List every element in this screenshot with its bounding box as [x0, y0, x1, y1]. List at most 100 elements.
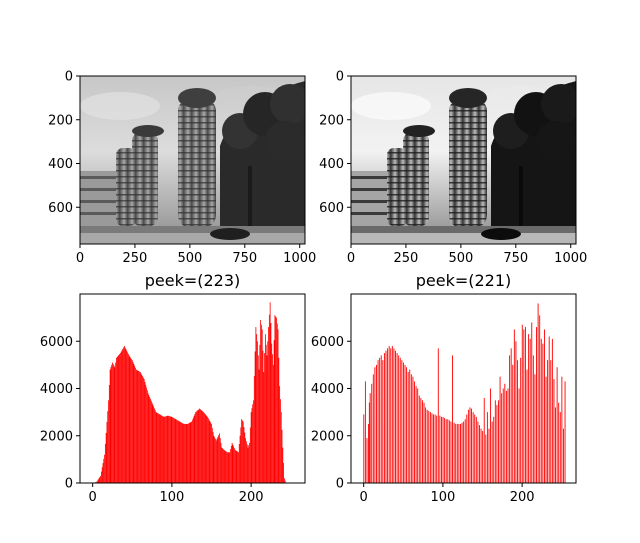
histogram-bar	[223, 449, 224, 483]
histogram-bar	[169, 416, 170, 483]
histogram-bar	[559, 412, 561, 483]
histogram-bar	[249, 427, 251, 483]
histogram-bar	[272, 354, 273, 483]
histogram-bar	[221, 447, 223, 483]
histogram-bar	[133, 363, 135, 483]
histogram-bar	[127, 353, 129, 483]
histogram-bar	[510, 348, 512, 483]
x-tick-label: 750	[232, 251, 257, 266]
x-tick-label: 0	[347, 251, 355, 266]
histogram-bar	[132, 362, 134, 483]
histogram-bar	[284, 478, 285, 483]
histogram-bar	[163, 416, 165, 483]
histogram-bar	[368, 402, 370, 483]
histogram-bar	[471, 408, 473, 483]
histogram-bar	[452, 355, 453, 483]
histogram-bar	[181, 422, 182, 483]
histogram-bar	[181, 422, 183, 483]
histogram-bar	[158, 413, 159, 483]
y-tick-label: 200	[48, 113, 73, 128]
histogram-bar	[118, 354, 120, 483]
histogram-bar	[520, 357, 522, 483]
histogram-bar	[433, 414, 434, 483]
histogram-bar	[215, 438, 216, 483]
histogram-bar	[103, 458, 105, 483]
histogram-bar	[158, 414, 160, 483]
histogram-bar	[170, 416, 172, 483]
histogram-bar	[157, 413, 159, 483]
histogram-bar	[97, 480, 98, 483]
histogram-bar	[211, 427, 213, 483]
histogram-bar	[201, 410, 203, 483]
histogram-bar	[399, 357, 401, 483]
histogram-bar	[551, 338, 553, 483]
histogram-bar	[364, 381, 366, 483]
histogram-bar	[265, 344, 267, 483]
histogram-bar	[189, 422, 191, 483]
histogram-bar	[164, 416, 166, 483]
histogram-bar	[264, 334, 266, 483]
histogram-bar	[545, 376, 547, 483]
histogram-bar	[203, 412, 204, 483]
histogram-bar	[273, 340, 275, 483]
histogram-bar	[149, 397, 151, 483]
histogram-bar	[227, 452, 229, 483]
histogram-bar	[269, 302, 271, 483]
histogram-bar	[194, 414, 196, 483]
x-tick-label: 500	[177, 251, 202, 266]
x-tick-label: 250	[123, 251, 148, 266]
histogram-bar	[142, 377, 144, 483]
histogram-bar	[253, 400, 254, 483]
histogram-bar	[177, 420, 178, 483]
histogram-bar	[234, 449, 236, 483]
histogram-bar	[410, 374, 412, 483]
histogram-bar	[198, 409, 200, 483]
histogram-bar	[172, 417, 174, 483]
y-tick-label: 0	[336, 477, 344, 492]
histogram-bar	[281, 429, 283, 483]
histogram-bar	[237, 451, 239, 483]
histogram-bar	[150, 398, 151, 483]
histogram-bar	[224, 450, 226, 483]
histogram-bar	[242, 420, 243, 483]
histogram-bar	[184, 423, 186, 483]
histogram-bar	[439, 415, 441, 483]
histogram-bar	[191, 421, 193, 483]
histogram-bar	[140, 373, 142, 483]
x-tick-label: 0	[360, 490, 368, 505]
histogram-bar	[188, 423, 189, 483]
histogram-bar	[188, 422, 190, 483]
histogram-bar	[228, 452, 230, 483]
histogram-bar	[372, 374, 374, 483]
histogram-bar	[177, 420, 179, 483]
histogram-bar	[187, 423, 189, 483]
histogram-bar	[113, 365, 115, 483]
histogram-bar	[276, 317, 277, 483]
y-tick-label: 400	[48, 157, 73, 172]
histogram-original	[93, 302, 286, 483]
histogram-bar	[558, 402, 560, 483]
histogram-bar	[153, 406, 155, 483]
histogram-bar	[528, 334, 530, 483]
histogram-bar	[507, 388, 509, 483]
histogram-bar	[264, 353, 265, 483]
image-panel-original	[80, 76, 305, 244]
histogram-bar	[284, 480, 286, 483]
histogram-bar	[248, 445, 250, 483]
histogram-bar	[114, 367, 116, 483]
x-tick-label: 1000	[283, 251, 316, 266]
histogram-bar	[531, 322, 533, 483]
histogram-bar	[160, 414, 162, 483]
histogram-bar	[504, 383, 506, 483]
histogram-bar	[240, 427, 242, 483]
histogram-bar	[466, 414, 468, 483]
histogram-bar	[199, 408, 201, 483]
x-tick-label: 0	[89, 490, 97, 505]
histogram-bar	[127, 352, 128, 483]
histogram-bar	[182, 423, 184, 483]
histogram-bar	[280, 412, 282, 483]
histogram-bar	[401, 360, 403, 483]
histogram-bar	[135, 369, 137, 483]
y-tick-label: 2000	[311, 429, 344, 444]
